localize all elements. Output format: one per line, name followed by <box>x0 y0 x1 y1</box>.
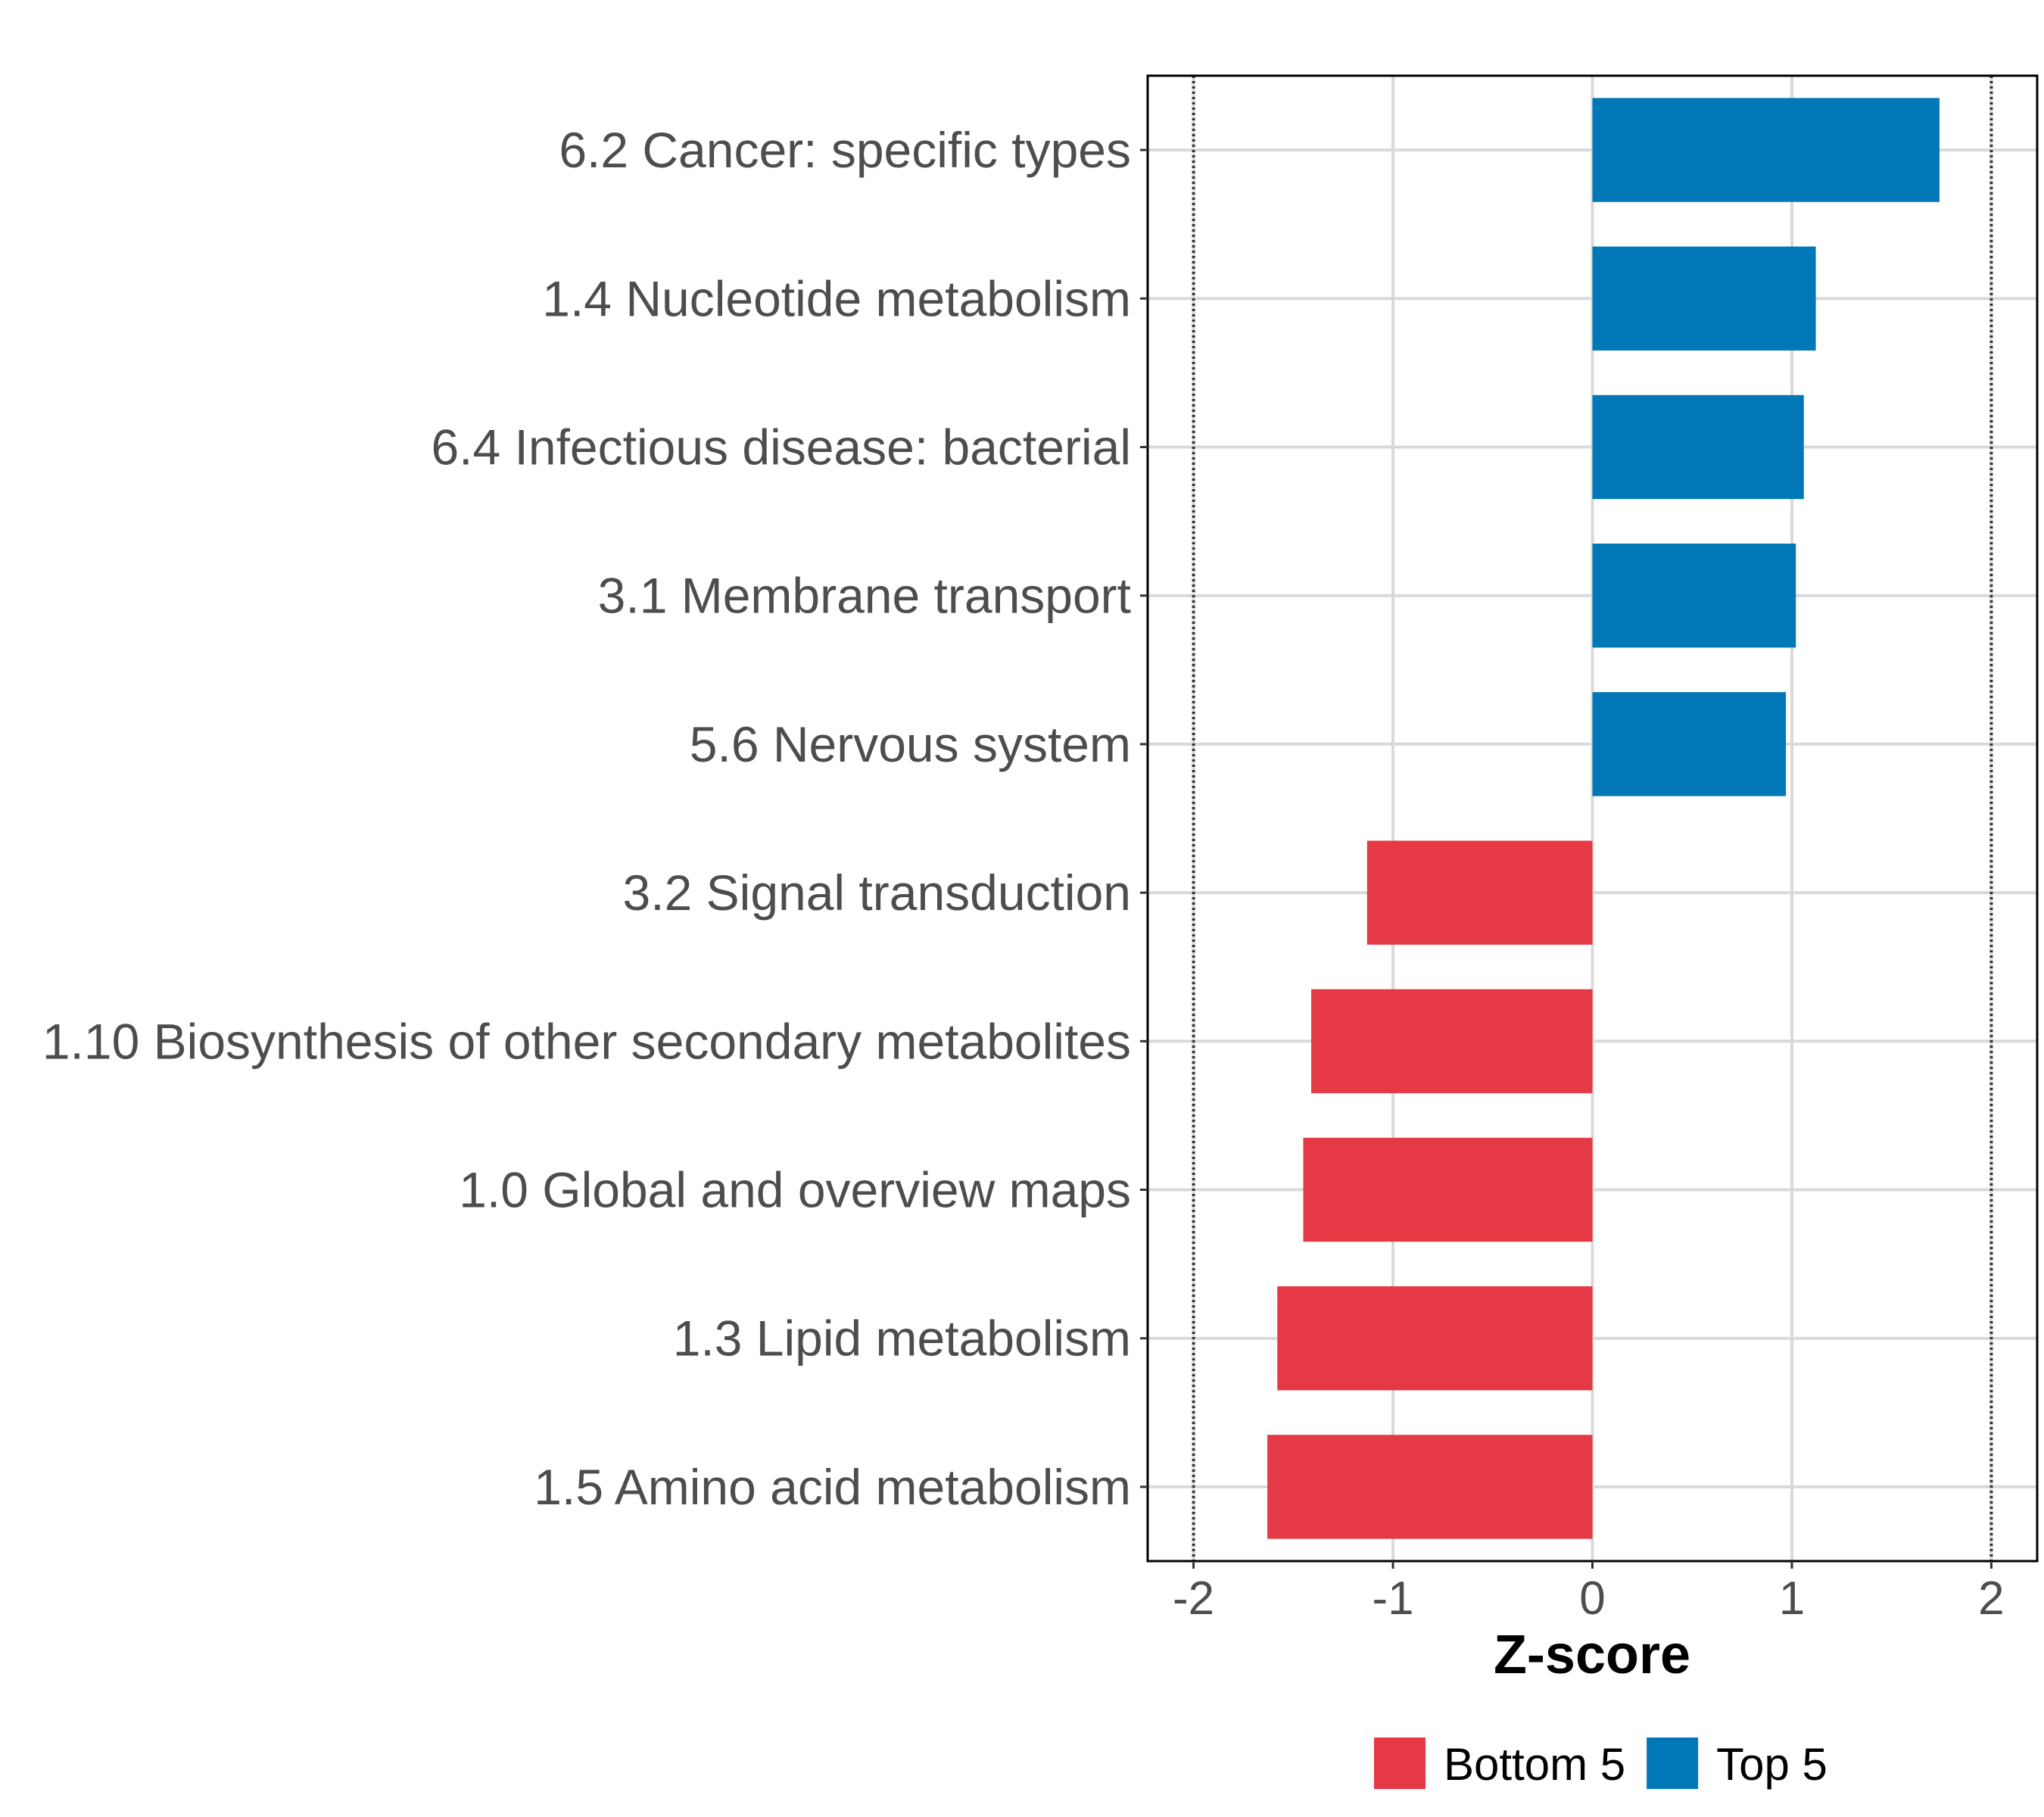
x-tick-label: 0 <box>1579 1572 1605 1625</box>
bar-1-10-biosynthesis-of-other-secondary-metabolites <box>1311 989 1593 1093</box>
category-label: 1.0 Global and overview maps <box>459 1162 1131 1218</box>
category-label: 1.4 Nucleotide metabolism <box>542 270 1131 326</box>
y-axis: 6.2 Cancer: specific types 1.4 Nucleotide… <box>42 122 1148 1515</box>
legend-label-top-5: Top 5 <box>1716 1739 1827 1790</box>
x-axis-title: Z-score <box>1494 1625 1690 1685</box>
category-label: 3.2 Signal transduction <box>623 865 1131 921</box>
bar-1-5-amino-acid-metabolism <box>1267 1435 1593 1539</box>
category-label: 3.1 Membrane transport <box>598 568 1131 624</box>
legend-swatch-bottom-5 <box>1374 1738 1426 1789</box>
reference-lines <box>1192 76 1993 1561</box>
category-label: 1.10 Biosynthesis of other secondary met… <box>42 1013 1131 1069</box>
bar-1-0-global-and-overview-maps <box>1303 1137 1593 1242</box>
x-axis: -2 -1 0 1 2 <box>1173 1561 2005 1625</box>
bar-5-6-nervous-system <box>1592 692 1787 796</box>
category-label: 1.3 Lipid metabolism <box>673 1311 1131 1367</box>
category-label: 1.5 Amino acid metabolism <box>534 1459 1131 1515</box>
x-tick-label: -2 <box>1173 1572 1214 1625</box>
bar-1-3-lipid-metabolism <box>1277 1286 1593 1391</box>
category-label: 6.2 Cancer: specific types <box>559 122 1131 178</box>
category-label: 6.4 Infectious disease: bacterial <box>431 419 1131 475</box>
bars <box>1267 98 1940 1539</box>
legend-label-bottom-5: Bottom 5 <box>1444 1739 1625 1790</box>
bar-6-4-infectious-disease-bacterial <box>1592 394 1804 500</box>
bar-1-4-nucleotide-metabolism <box>1592 246 1816 351</box>
bar-3-1-membrane-transport <box>1592 544 1796 648</box>
x-tick-label: -1 <box>1372 1572 1413 1625</box>
x-tick-label: 2 <box>1978 1572 2004 1625</box>
category-label: 5.6 Nervous system <box>690 716 1131 772</box>
bar-6-2-cancer-specific-types <box>1592 98 1940 202</box>
bar-3-2-signal-transduction <box>1366 840 1593 945</box>
legend: Bottom 5 Top 5 <box>1374 1738 1827 1790</box>
legend-swatch-top-5 <box>1647 1738 1699 1789</box>
x-tick-label: 1 <box>1779 1572 1805 1625</box>
